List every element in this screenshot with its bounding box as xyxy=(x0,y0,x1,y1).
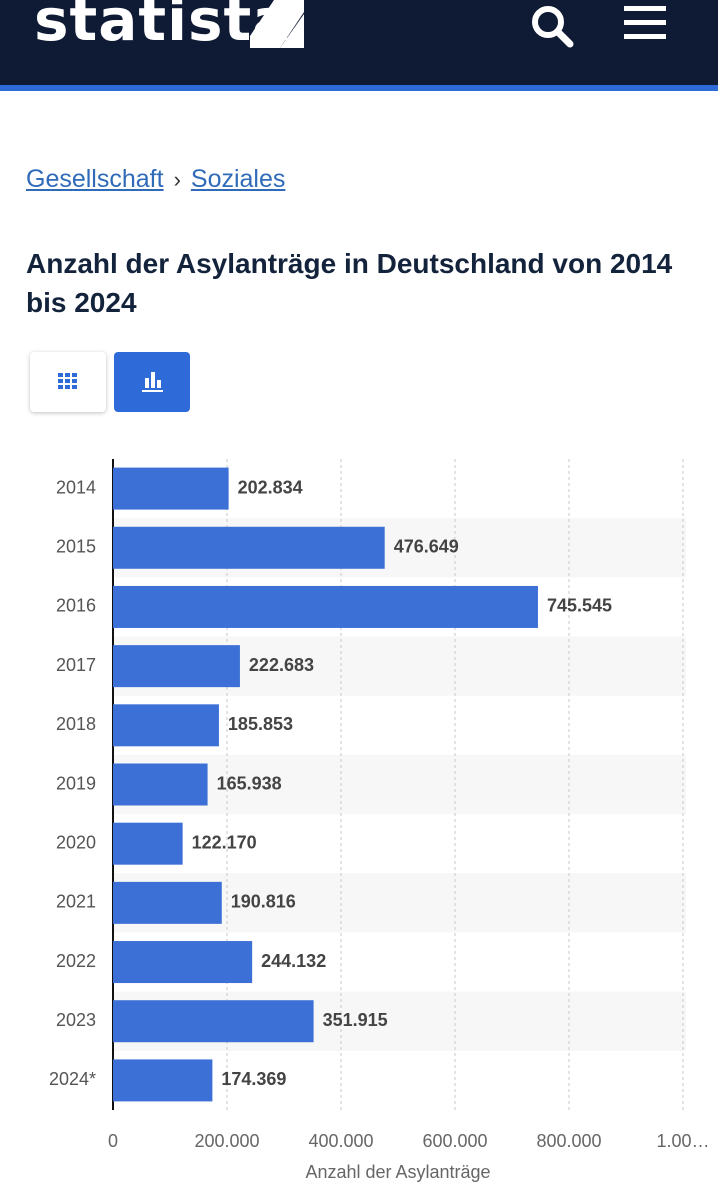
header: statista xyxy=(0,0,718,91)
bar xyxy=(113,763,208,806)
y-tick-label: 2022 xyxy=(56,951,96,971)
search-icon[interactable] xyxy=(528,4,576,48)
x-tick-label: 0 xyxy=(108,1131,118,1151)
chart-icon xyxy=(142,372,163,392)
y-tick-label: 2016 xyxy=(56,596,96,616)
x-tick-label: 800.000 xyxy=(536,1131,601,1151)
value-label: 185.853 xyxy=(228,714,293,734)
value-label: 190.816 xyxy=(231,892,296,912)
breadcrumb-link[interactable]: Soziales xyxy=(190,165,286,193)
table-view-button[interactable] xyxy=(30,352,106,412)
y-tick-label: 2014 xyxy=(56,477,96,497)
bar xyxy=(113,704,219,747)
menu-icon[interactable] xyxy=(622,4,670,44)
chart-title: Anzahl der Asylanträge in Deutschland vo… xyxy=(26,248,673,318)
bar xyxy=(113,526,385,569)
value-label: 222.683 xyxy=(249,655,314,675)
value-label: 165.938 xyxy=(217,773,282,793)
x-tick-label: 600.000 xyxy=(422,1131,487,1151)
breadcrumb-separator: › xyxy=(173,167,181,192)
value-label: 476.649 xyxy=(394,537,459,557)
logo-mark xyxy=(250,0,304,48)
bar xyxy=(113,1000,314,1043)
value-label: 202.834 xyxy=(238,477,303,497)
chart-view-button[interactable] xyxy=(114,352,190,412)
table-icon xyxy=(58,373,77,389)
value-label: 351.915 xyxy=(323,1010,388,1030)
y-tick-label: 2018 xyxy=(56,714,96,734)
value-label: 745.545 xyxy=(547,596,612,616)
value-label: 122.170 xyxy=(192,832,257,852)
logo[interactable]: statista xyxy=(34,0,293,54)
y-tick-label: 2015 xyxy=(56,537,96,557)
y-tick-label: 2024* xyxy=(49,1069,96,1089)
x-tick-label: 200.000 xyxy=(194,1131,259,1151)
y-tick-label: 2023 xyxy=(56,1010,96,1030)
bar xyxy=(113,881,222,924)
x-axis-title: Anzahl der Asylanträge xyxy=(305,1162,490,1182)
bar xyxy=(113,1059,213,1102)
y-tick-label: 2020 xyxy=(56,832,96,852)
value-label: 244.132 xyxy=(261,951,326,971)
x-tick-label: 1.00… xyxy=(656,1131,709,1151)
value-label: 174.369 xyxy=(221,1069,286,1089)
bar xyxy=(113,585,538,628)
y-tick-label: 2021 xyxy=(56,892,96,912)
breadcrumb: Gesellschaft › Soziales xyxy=(26,165,285,194)
bar xyxy=(113,467,229,510)
y-tick-label: 2019 xyxy=(56,773,96,793)
breadcrumb-link[interactable]: Gesellschaft xyxy=(26,165,164,193)
bar xyxy=(113,822,183,865)
bar xyxy=(113,941,253,984)
y-tick-label: 2017 xyxy=(56,655,96,675)
bar xyxy=(113,645,240,688)
row-background xyxy=(113,754,686,815)
x-tick-label: 400.000 xyxy=(308,1131,373,1151)
